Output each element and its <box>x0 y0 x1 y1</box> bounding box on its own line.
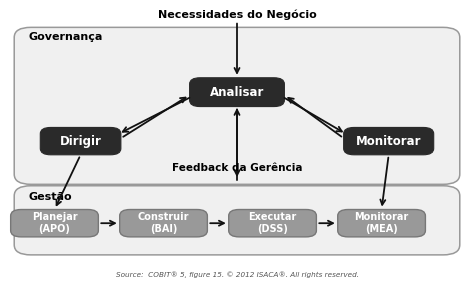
Text: Necessidades do Negócio: Necessidades do Negócio <box>158 9 316 20</box>
Text: Monitorar: Monitorar <box>356 134 421 148</box>
FancyBboxPatch shape <box>40 127 121 155</box>
FancyBboxPatch shape <box>344 127 434 155</box>
Text: Executar
(DSS): Executar (DSS) <box>248 213 297 234</box>
FancyBboxPatch shape <box>337 210 425 237</box>
Text: Planejar
(APO): Planejar (APO) <box>32 213 77 234</box>
FancyBboxPatch shape <box>228 210 316 237</box>
FancyBboxPatch shape <box>11 210 99 237</box>
Text: Source:  COBIT® 5, figure 15. © 2012 ISACA®. All rights reserved.: Source: COBIT® 5, figure 15. © 2012 ISAC… <box>116 272 358 278</box>
FancyBboxPatch shape <box>190 78 284 107</box>
Text: Analisar: Analisar <box>210 86 264 99</box>
Text: Feedback da Gerência: Feedback da Gerência <box>172 164 302 173</box>
Text: Construir
(BAI): Construir (BAI) <box>138 213 189 234</box>
Text: Gestão: Gestão <box>28 192 72 202</box>
FancyBboxPatch shape <box>119 210 207 237</box>
Text: Governança: Governança <box>28 33 103 42</box>
Text: Monitorar
(MEA): Monitorar (MEA) <box>355 213 409 234</box>
Text: Dirigir: Dirigir <box>60 134 101 148</box>
FancyBboxPatch shape <box>14 186 460 255</box>
FancyBboxPatch shape <box>14 27 460 184</box>
